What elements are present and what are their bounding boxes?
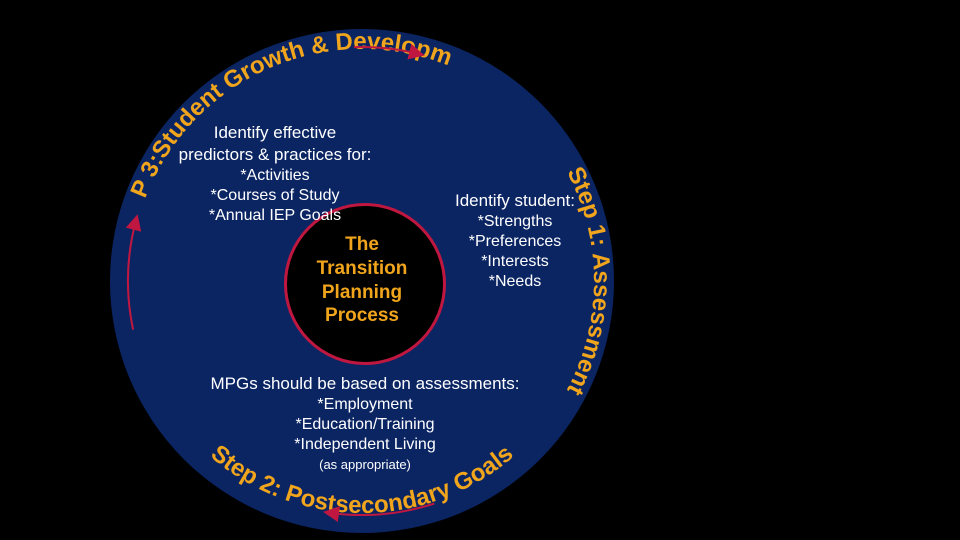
section-item: *Annual IEP Goals bbox=[165, 206, 385, 226]
section-growth-body: Identify effective predictors & practice… bbox=[165, 122, 385, 226]
section-item: *Independent Living bbox=[205, 435, 525, 455]
center-title-line: The bbox=[345, 234, 379, 255]
center-title-line: Planning bbox=[322, 282, 402, 303]
section-item: *Education/Training bbox=[205, 415, 525, 435]
center-title-line: Process bbox=[325, 305, 399, 326]
section-note: (as appropriate) bbox=[319, 457, 411, 472]
section-postsecondary-body: MPGs should be based on assessments: *Em… bbox=[205, 373, 525, 475]
section-item: *Interests bbox=[430, 252, 600, 272]
section-item: *Strengths bbox=[430, 212, 600, 232]
diagram-stage: The Transition Planning Process Identify… bbox=[0, 0, 960, 540]
section-header: Identify student: bbox=[455, 191, 575, 210]
section-item: *Needs bbox=[430, 272, 600, 292]
section-item: *Employment bbox=[205, 395, 525, 415]
section-item: *Preferences bbox=[430, 232, 600, 252]
section-item: *Courses of Study bbox=[165, 186, 385, 206]
center-title: The Transition Planning Process bbox=[288, 233, 436, 328]
section-header: MPGs should be based on assessments: bbox=[211, 374, 520, 393]
section-header: predictors & practices for: bbox=[179, 145, 372, 164]
section-item: *Activities bbox=[165, 166, 385, 186]
section-assessment-body: Identify student: *Strengths *Preference… bbox=[430, 190, 600, 292]
center-title-line: Transition bbox=[317, 258, 408, 279]
section-header: Identify effective bbox=[214, 123, 337, 142]
